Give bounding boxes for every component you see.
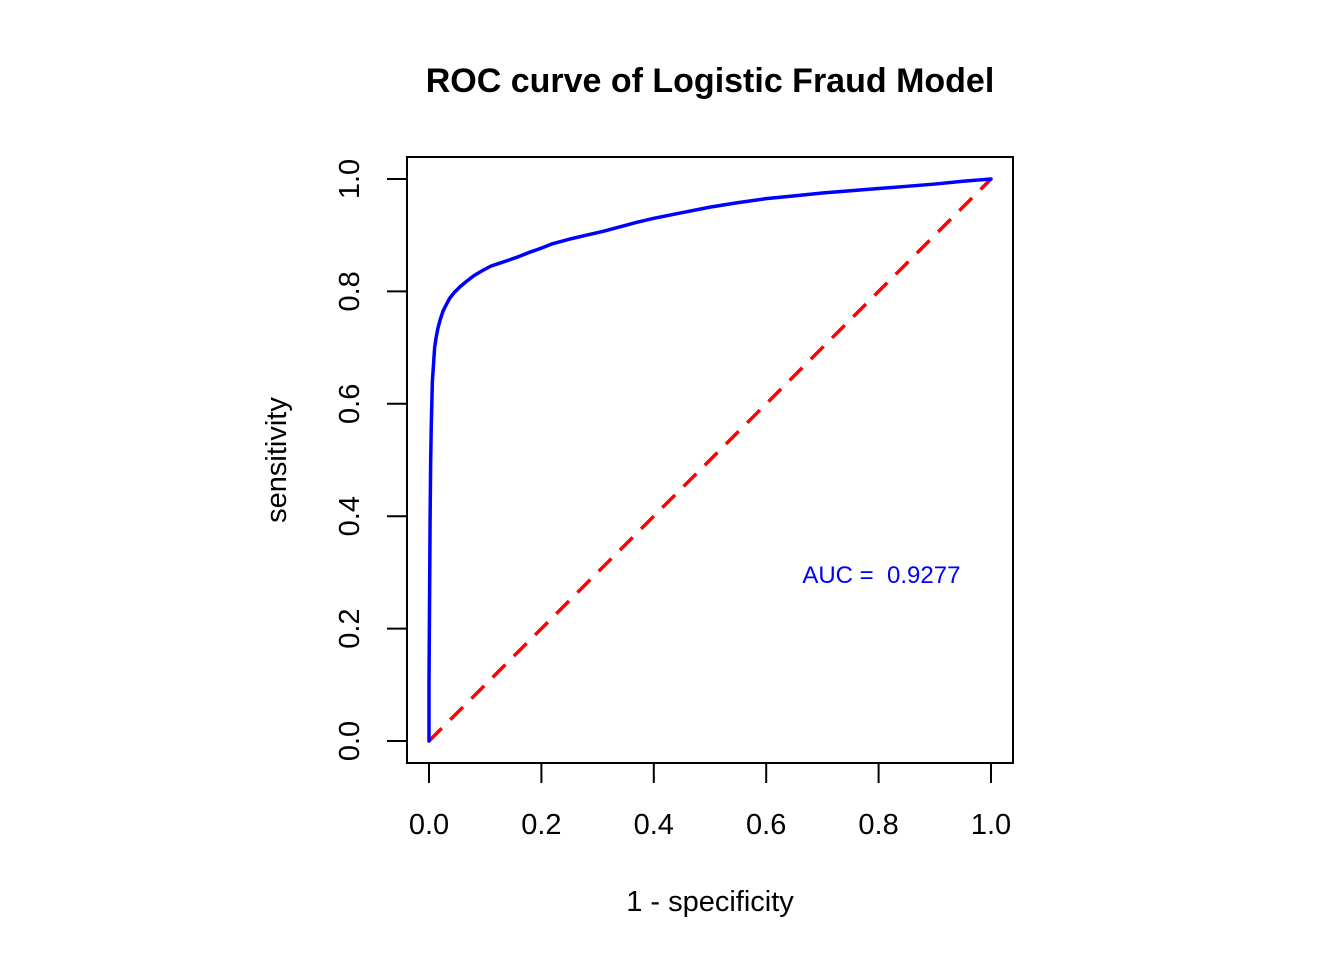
roc-curve-line bbox=[427, 177, 993, 743]
x-tick-label: 0.2 bbox=[521, 809, 561, 841]
y-tick-label: 0.0 bbox=[334, 721, 366, 761]
x-axis-label: 1 - specificity bbox=[626, 886, 794, 918]
chart-title: ROC curve of Logistic Fraud Model bbox=[426, 62, 995, 100]
annotation-layer: AUC = 0.9277 bbox=[802, 562, 960, 589]
series-layer bbox=[427, 177, 993, 743]
x-tick-label: 0.0 bbox=[409, 809, 449, 841]
x-tick-label: 0.8 bbox=[858, 809, 898, 841]
diagonal-reference-line bbox=[427, 177, 993, 743]
y-tick-label: 1.0 bbox=[334, 159, 366, 199]
auc-annotation: AUC = 0.9277 bbox=[802, 562, 960, 589]
y-axis-label: sensitivity bbox=[261, 397, 293, 523]
x-axis: 0.0 0.2 0.4 0.6 0.8 1.0 bbox=[409, 762, 1011, 841]
y-tick-label: 0.6 bbox=[334, 384, 366, 424]
y-tick-label: 0.4 bbox=[334, 496, 366, 536]
x-tick-label: 0.4 bbox=[634, 809, 674, 841]
y-axis: 0.0 0.2 0.4 0.6 0.8 1.0 bbox=[334, 159, 408, 761]
y-tick-label: 0.8 bbox=[334, 271, 366, 311]
x-tick-label: 0.6 bbox=[746, 809, 786, 841]
y-tick-label: 0.2 bbox=[334, 608, 366, 648]
x-tick-label: 1.0 bbox=[971, 809, 1011, 841]
